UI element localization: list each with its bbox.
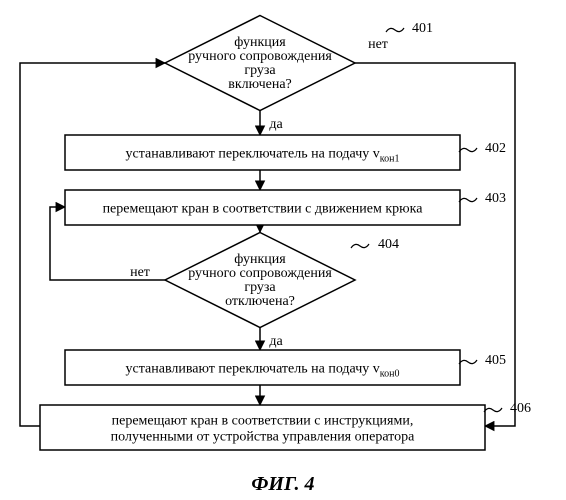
node-403: перемещают кран в соответствии с движени… <box>65 190 460 225</box>
ref-connector <box>386 28 404 32</box>
nodes-layer: функцияручного сопровождениягрузавключен… <box>40 16 485 451</box>
ref-connector <box>459 148 477 152</box>
node-text: функция <box>234 252 286 267</box>
edge-label: да <box>269 117 283 132</box>
figure-caption: ФИГ. 4 <box>251 473 314 495</box>
edge-label: нет <box>130 265 150 280</box>
edge-label: нет <box>368 37 388 52</box>
ref-label-403: 403 <box>485 191 506 206</box>
ref-connector <box>484 408 502 412</box>
ref-label-402: 402 <box>485 141 506 156</box>
node-text: включена? <box>228 77 292 92</box>
flowchart-diagram: данетданет функцияручного сопровожденияг… <box>0 0 566 500</box>
node-text: ручного сопровождения <box>188 266 332 281</box>
ref-label-406: 406 <box>510 401 531 416</box>
ref-connector <box>459 198 477 202</box>
ref-label-404: 404 <box>378 237 399 252</box>
ref-label-405: 405 <box>485 353 506 368</box>
node-text: груза <box>244 280 276 295</box>
node-text: отключена? <box>225 294 295 309</box>
edge-label: да <box>269 334 283 349</box>
ref-connector <box>351 244 369 248</box>
node-405: устанавливают переключатель на подачу vк… <box>65 350 460 385</box>
node-text: перемещают кран в соответствии с движени… <box>103 202 424 217</box>
node-text: полученными от устройства управления опе… <box>111 430 415 445</box>
ref-connector <box>459 360 477 364</box>
node-text: перемещают кран в соответствии с инструк… <box>112 414 414 429</box>
node-404: функцияручного сопровождениягрузаотключе… <box>165 233 355 328</box>
node-text: функция <box>234 35 286 50</box>
ref-label-401: 401 <box>412 21 433 36</box>
node-text: ручного сопровождения <box>188 49 332 64</box>
node-text: груза <box>244 63 276 78</box>
node-402: устанавливают переключатель на подачу vк… <box>65 135 460 170</box>
node-406: перемещают кран в соответствии с инструк… <box>40 405 485 450</box>
node-401: функцияручного сопровождениягрузавключен… <box>165 16 355 111</box>
